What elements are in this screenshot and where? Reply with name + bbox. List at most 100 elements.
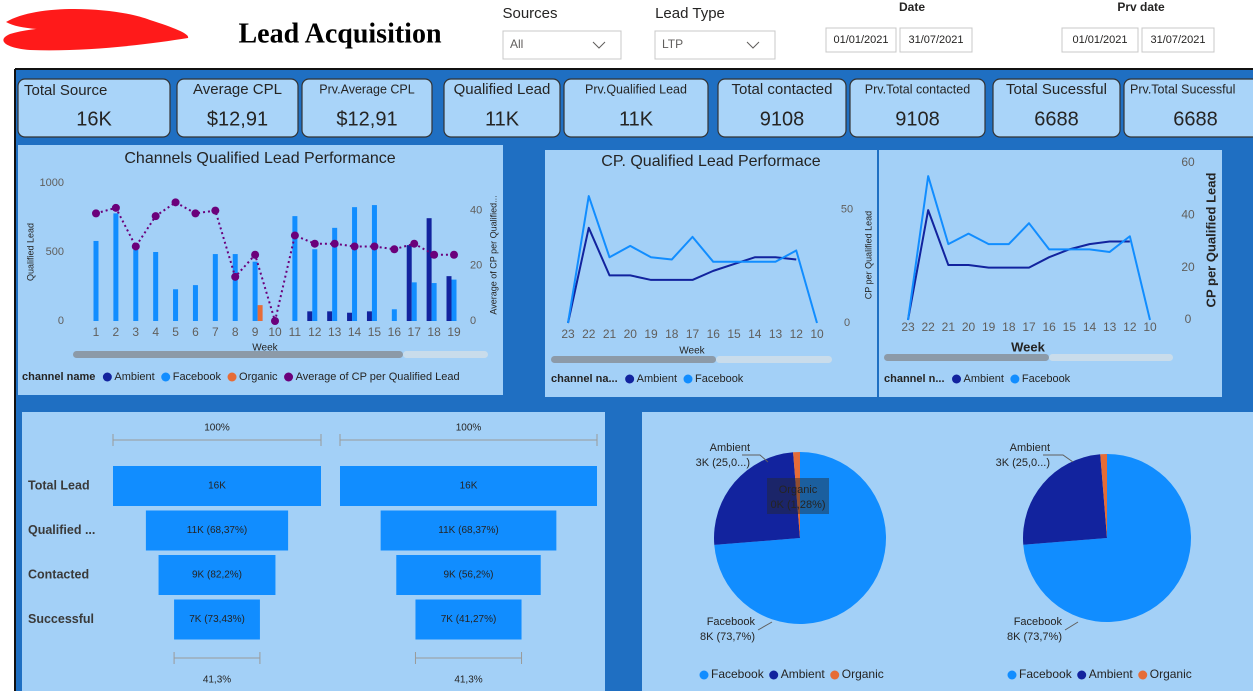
x-tick-label: 14 xyxy=(748,327,762,341)
point xyxy=(171,198,180,207)
x-axis-title: Week xyxy=(252,343,278,354)
scrollbar[interactable] xyxy=(73,351,403,358)
x-tick-label: 10 xyxy=(810,327,824,341)
point xyxy=(290,231,299,240)
date-input[interactable] xyxy=(899,27,973,53)
legend-marker xyxy=(1077,670,1087,680)
x-tick-label: 16 xyxy=(1042,320,1056,334)
funnel-bar xyxy=(340,466,597,506)
legend-label: Facebook xyxy=(1019,667,1073,681)
x-tick-label: 8 xyxy=(232,325,239,339)
funnel-stage: Successful xyxy=(28,612,94,626)
bar xyxy=(431,283,437,321)
funnel-stage: Contacted xyxy=(28,567,89,581)
bar xyxy=(153,252,159,321)
filter-label: Date xyxy=(899,0,925,14)
point xyxy=(350,242,359,251)
date-input[interactable] xyxy=(1061,27,1139,53)
x-tick-label: 13 xyxy=(769,327,783,341)
kpi-card xyxy=(443,78,561,138)
scrollbar[interactable] xyxy=(551,356,716,363)
kpi-card xyxy=(301,78,433,138)
funnel-bar xyxy=(174,599,260,640)
dropdown[interactable] xyxy=(654,30,776,60)
legend-marker xyxy=(830,670,840,680)
legend-label: Facebook xyxy=(711,667,765,681)
point xyxy=(111,203,120,212)
x-tick-label: 13 xyxy=(1103,320,1117,334)
bar xyxy=(232,254,238,321)
x-tick-label: 14 xyxy=(1083,320,1097,334)
scrollbar-track xyxy=(403,351,488,358)
y-tick-label: 40 xyxy=(1181,208,1195,222)
legend-label: Facebook xyxy=(173,371,222,383)
x-tick-label: 9 xyxy=(252,325,259,339)
kpi-value: 11K xyxy=(485,108,520,130)
bar xyxy=(327,311,333,321)
y-tick-label: 0 xyxy=(1185,312,1192,326)
x-tick-label: 20 xyxy=(624,327,638,341)
x-tick-label: 6 xyxy=(192,325,199,339)
dashboard-title: Lead Acquisition xyxy=(238,18,441,49)
x-tick-label: 21 xyxy=(942,320,956,334)
legend-label: Ambient xyxy=(964,373,1004,385)
point xyxy=(410,239,419,248)
point xyxy=(131,242,140,251)
bar xyxy=(411,282,417,321)
x-tick-label: 17 xyxy=(1022,320,1036,334)
pie-slice xyxy=(1023,454,1191,622)
kpi-value: $12,91 xyxy=(336,108,397,130)
bar xyxy=(252,261,258,321)
legend-marker xyxy=(161,372,171,382)
date-value: 31/07/2021 xyxy=(908,34,963,46)
legend-marker xyxy=(625,374,635,384)
bracket xyxy=(414,652,523,664)
bar xyxy=(366,311,372,321)
x-tick-label: 18 xyxy=(427,325,441,339)
date-value: 31/07/2021 xyxy=(1150,34,1205,46)
pie-label-value: 3K (25,0...) xyxy=(996,457,1050,469)
funnel-top-label: 100% xyxy=(204,423,230,434)
x-tick-label: 3 xyxy=(132,325,139,339)
date-input[interactable] xyxy=(1141,27,1215,53)
funnel-value-label: 11K (68,37%) xyxy=(438,525,498,536)
bar xyxy=(133,249,139,321)
point xyxy=(390,245,399,254)
x-tick-label: 18 xyxy=(665,327,679,341)
x-tick-label: 4 xyxy=(152,325,159,339)
funnel-value-label: 16K xyxy=(208,481,226,492)
point xyxy=(231,272,240,281)
legend-label: Ambient xyxy=(114,371,154,383)
legend-title: channel n... xyxy=(884,373,945,385)
series-line xyxy=(567,195,818,324)
date-input[interactable] xyxy=(825,27,897,53)
kpi-label: Prv.Total contacted xyxy=(865,82,970,96)
leader-line xyxy=(1043,454,1074,463)
point xyxy=(151,212,160,221)
x-tick-label: 16 xyxy=(707,327,721,341)
point xyxy=(251,250,260,259)
scrollbar[interactable] xyxy=(884,354,1049,361)
funnel-bar xyxy=(380,510,557,551)
bar xyxy=(113,213,119,321)
funnel-bar xyxy=(415,599,522,640)
point xyxy=(211,206,220,215)
bracket xyxy=(173,652,261,664)
x-tick-label: 2 xyxy=(113,325,120,339)
legend-marker xyxy=(769,670,779,680)
funnel-bar xyxy=(113,466,321,506)
funnel-bottom-label: 41,3% xyxy=(203,675,231,686)
x-tick-label: 17 xyxy=(686,327,700,341)
bar xyxy=(292,216,298,321)
point xyxy=(430,250,439,259)
x-tick-label: 19 xyxy=(644,327,658,341)
y2-tick-label: 40 xyxy=(470,205,482,217)
redaction xyxy=(3,8,189,51)
y2-tick-label: 0 xyxy=(470,315,476,327)
series-line xyxy=(907,175,1151,321)
legend-label: Ambient xyxy=(637,373,677,385)
series-line xyxy=(907,209,1130,321)
kpi-label: Prv.Qualified Lead xyxy=(585,82,687,96)
kpi-label: Average CPL xyxy=(193,81,282,98)
